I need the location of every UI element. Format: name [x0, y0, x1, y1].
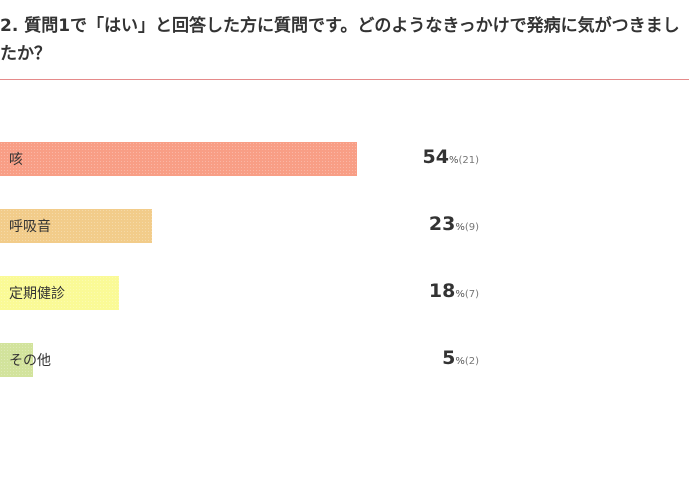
chart-bar — [0, 142, 357, 176]
response-count: (9) — [464, 222, 479, 233]
chart-bar — [0, 276, 119, 310]
title-divider — [0, 79, 689, 80]
percent-unit: % — [455, 356, 465, 367]
percent-unit: % — [448, 155, 459, 166]
chart-bar — [0, 343, 33, 377]
chart-row: 咳 54%(21) — [0, 142, 699, 176]
response-count: (7) — [464, 289, 479, 300]
response-count: (2) — [464, 356, 479, 367]
percent-unit: % — [455, 222, 465, 233]
chart-row: 呼吸音 23%(9) — [0, 209, 699, 243]
bar-value-label: 18%(7) — [429, 276, 479, 310]
bar-value-label: 5%(2) — [442, 343, 479, 377]
chart-bar — [0, 209, 152, 243]
percent-value: 23 — [428, 213, 456, 235]
bar-value-label: 23%(9) — [429, 209, 479, 243]
chart-row: 定期健診 18%(7) — [0, 276, 699, 310]
percent-value: 54 — [422, 146, 449, 168]
bar-value-label: 54%(21) — [423, 142, 480, 176]
bar-category-label: 定期健診 — [9, 286, 65, 302]
chart-row: その他 5%(2) — [0, 343, 699, 377]
percent-value: 5 — [442, 347, 456, 369]
response-count: (21) — [458, 155, 479, 166]
percent-unit: % — [455, 289, 465, 300]
bar-category-label: その他 — [9, 353, 51, 369]
percent-value: 18 — [428, 280, 456, 302]
bar-category-label: 呼吸音 — [9, 219, 51, 235]
question-title: 2. 質問1で「はい」と回答した方に質問です。どのようなきっかけで発病に気がつき… — [0, 16, 680, 64]
bar-category-label: 咳 — [9, 152, 23, 168]
